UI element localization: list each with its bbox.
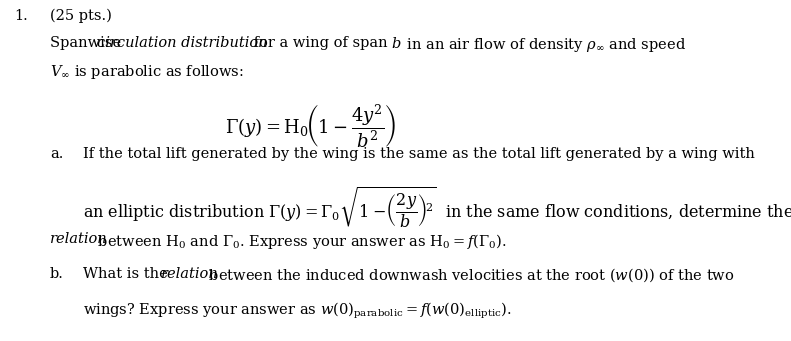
Text: for a wing of span: for a wing of span [249,36,392,50]
Text: $V_\infty$ is parabolic as follows:: $V_\infty$ is parabolic as follows: [50,63,244,81]
Text: b.: b. [50,267,64,281]
Text: What is the: What is the [83,267,172,281]
Text: relation: relation [50,232,108,246]
Text: If the total lift generated by the wing is the same as the total lift generated : If the total lift generated by the wing … [83,147,755,161]
Text: $\Gamma(y) = \mathrm{H}_0\!\left(1-\dfrac{4y^2}{b^2}\right)$: $\Gamma(y) = \mathrm{H}_0\!\left(1-\dfra… [225,102,396,150]
Text: between the induced downwash velocities at the root $(w(0))$ of the two: between the induced downwash velocities … [204,267,735,284]
Text: circulation distribution: circulation distribution [97,36,267,50]
Text: 1.: 1. [14,9,28,23]
Text: a.: a. [50,147,63,161]
Text: Spanwise: Spanwise [50,36,126,50]
Text: $b$: $b$ [391,36,401,51]
Text: (25 pts.): (25 pts.) [50,9,112,23]
Text: between $\mathrm{H}_0$ and $\Gamma_0$. Express your answer as $\mathrm{H}_0 = f(: between $\mathrm{H}_0$ and $\Gamma_0$. E… [93,232,506,251]
Text: an elliptic distribution $\Gamma(y)=\Gamma_0\sqrt{1-\!\left(\dfrac{2y}{b}\right): an elliptic distribution $\Gamma(y)=\Gam… [83,186,791,231]
Text: in an air flow of density $\rho_\infty$ and speed: in an air flow of density $\rho_\infty$ … [402,36,686,55]
Text: wings? Express your answer as $w(0)_{\mathrm{parabolic}} = f(w(0)_{\mathrm{ellip: wings? Express your answer as $w(0)_{\ma… [83,301,512,321]
Text: relation: relation [161,267,219,281]
